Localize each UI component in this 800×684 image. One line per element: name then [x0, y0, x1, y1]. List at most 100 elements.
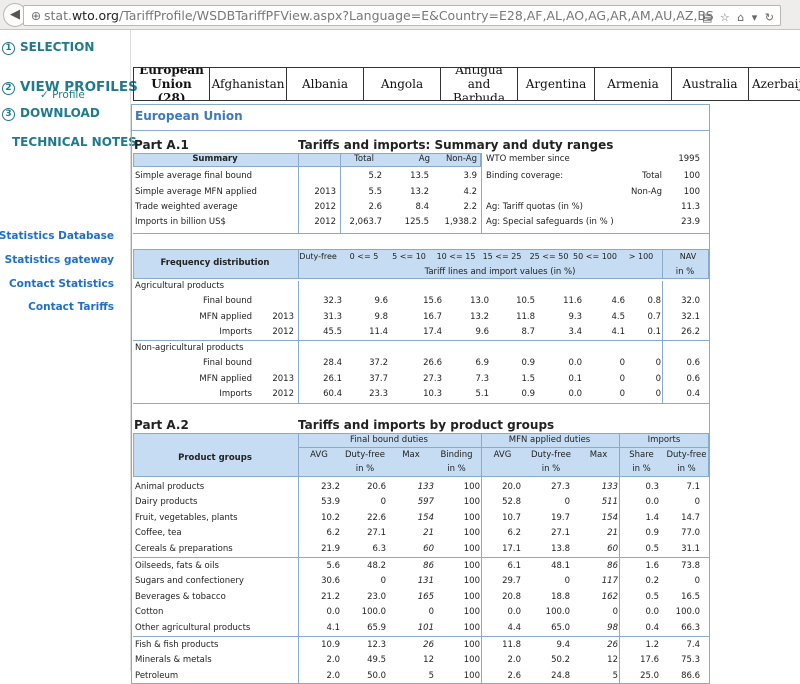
reload-icon[interactable]: ↻	[764, 11, 774, 24]
tab-country-albania[interactable]: Albania	[287, 68, 364, 100]
summary-row-ag: 8.4	[415, 202, 429, 212]
freq-cell: 6.9	[475, 358, 489, 368]
groups-cell: 0.9	[645, 528, 659, 539]
link-contact-tariffs[interactable]: Contact Tariffs	[28, 301, 114, 313]
groups-cell: 0.5	[645, 543, 659, 554]
freq-cell: 32.0	[681, 296, 700, 306]
freq-col-divider	[662, 249, 663, 279]
nav-selection-label: SELECTION	[20, 40, 95, 54]
tab-country-armenia[interactable]: Armenia	[595, 68, 672, 100]
nav-profile[interactable]: ✓ Profile	[40, 89, 85, 101]
summary-right-label: Ag: Special safeguards (in % )	[486, 217, 614, 227]
bookmark-icon[interactable]: ☆	[719, 11, 730, 24]
freq-cell: 0.9	[521, 389, 535, 399]
tab-country-antigua[interactable]: Antigua and Barbuda	[441, 68, 518, 100]
groups-cell: 100	[463, 576, 480, 587]
groups-cell: 26	[607, 640, 618, 650]
summary-row-label: Simple average final bound	[135, 171, 253, 181]
groups-cell: 165	[417, 591, 434, 602]
groups-cell: 65.0	[551, 622, 570, 633]
link-statistics-database[interactable]: Statistics Database	[0, 230, 114, 242]
freq-col-divider	[662, 281, 663, 403]
groups-cell: 10.7	[502, 512, 521, 523]
groups-cell: 11.8	[502, 640, 521, 650]
groups-cell: 98	[607, 622, 618, 633]
reader-icon[interactable]: ▤	[701, 11, 713, 24]
groups-cell: 13.8	[551, 543, 570, 554]
freq-cell: 31.3	[323, 311, 342, 322]
groups-cell: 4.1	[326, 622, 340, 633]
tab-label-line1: European	[139, 67, 204, 77]
tab-country-afghanistan[interactable]: Afghanistan	[210, 68, 287, 100]
freq-range-header: Duty-free	[299, 252, 337, 261]
nav-profile-label: Profile	[52, 89, 85, 101]
groups-cell: 86	[607, 561, 618, 571]
groups-header-bg	[133, 433, 709, 477]
nav-technical-notes[interactable]: TECHNICAL NOTES	[12, 135, 137, 149]
link-statistics-gateway[interactable]: Statistics gateway	[4, 254, 114, 266]
step-two-icon: 2	[2, 82, 15, 95]
summary-row-year: 2012	[314, 217, 336, 227]
groups-cell: 0.0	[507, 607, 521, 618]
groups-cell: 7.1	[686, 482, 700, 492]
freq-group-name: Agricultural products	[135, 281, 225, 291]
groups-cell: 100.0	[545, 607, 570, 618]
summary-row-total: 5.5	[368, 187, 382, 197]
groups-cell: 22.6	[367, 512, 386, 523]
groups-cell: 0	[380, 576, 386, 587]
groups-cell: 31.1	[681, 543, 700, 554]
tab-country-australia[interactable]: Australia	[672, 68, 749, 100]
groups-cell: 100	[463, 607, 480, 618]
link-contact-statistics[interactable]: Contact Statistics	[8, 278, 114, 290]
groups-row-name: Oilseeds, fats & oils	[135, 561, 219, 571]
groups-cell: 133	[417, 482, 434, 492]
groups-col-header: Duty-free	[345, 450, 385, 460]
summary-header-nonag: Non-Ag	[445, 154, 477, 164]
summary-row-year: 2013	[314, 187, 336, 197]
summary-right-label: Ag: Tariff quotas (in %)	[486, 202, 583, 212]
freq-cell: 10.5	[516, 296, 535, 306]
summary-right-value: 100	[683, 171, 700, 181]
groups-cell: 0.4	[645, 622, 659, 633]
nav-selection[interactable]: 1 SELECTION	[2, 40, 94, 55]
groups-header-divider	[298, 447, 709, 448]
freq-cell: 0.0	[568, 358, 582, 368]
groups-cell: 60	[607, 543, 618, 554]
address-bar[interactable]: ⊕ stat.wto.org/TariffProfile/WSDBTariffPF…	[23, 5, 781, 26]
freq-col-divider	[298, 281, 299, 403]
tab-country-angola[interactable]: Angola	[364, 68, 441, 100]
freq-cell: 26.1	[323, 373, 342, 384]
tab-label-line2: Barbuda	[453, 91, 505, 101]
groups-row-name: Fruit, vegetables, plants	[135, 512, 238, 523]
freq-bottom-line	[133, 403, 709, 404]
freq-cell: 26.6	[423, 358, 442, 368]
summary-header-label: Summary	[192, 154, 238, 164]
mfn-applied-header: MFN applied duties	[508, 435, 591, 445]
summary-row-year: 2012	[314, 202, 336, 212]
tab-country-argentina[interactable]: Argentina	[518, 68, 595, 100]
groups-cell: 30.6	[321, 576, 340, 587]
freq-row-year: 2013	[272, 373, 294, 384]
nav-view-profiles[interactable]: 2 VIEW PROFILES	[2, 79, 138, 95]
summary-header-ag: Ag	[418, 154, 430, 164]
groups-cell: 16.5	[681, 591, 700, 602]
freq-range-header: NAV	[679, 252, 697, 261]
groups-cell: 1.2	[645, 640, 659, 650]
freq-range-header: 5 <= 10	[392, 252, 426, 261]
summary-right-sub: Non-Ag	[630, 187, 662, 197]
groups-section-divider	[133, 557, 709, 558]
groups-cell: 162	[601, 591, 618, 602]
groups-col-header: Max	[589, 450, 608, 460]
groups-cell: 48.1	[551, 561, 570, 571]
wto-since-label: WTO member since	[486, 154, 570, 164]
home-icon[interactable]: ⌂	[737, 11, 745, 24]
dropdown-icon[interactable]: ▾	[751, 11, 758, 24]
tab-country-azerbaijan[interactable]: Azerbaij	[749, 68, 800, 100]
groups-row-name: Cotton	[135, 607, 164, 618]
groups-cell: 100	[463, 497, 480, 508]
tab-country-eu[interactable]: European Union (28)	[133, 68, 210, 100]
groups-col-header: Binding	[440, 450, 473, 460]
groups-row-name: Minerals & metals	[135, 655, 212, 666]
groups-cell: 0.0	[645, 497, 659, 508]
nav-download[interactable]: 3 DOWNLOAD	[2, 106, 100, 121]
